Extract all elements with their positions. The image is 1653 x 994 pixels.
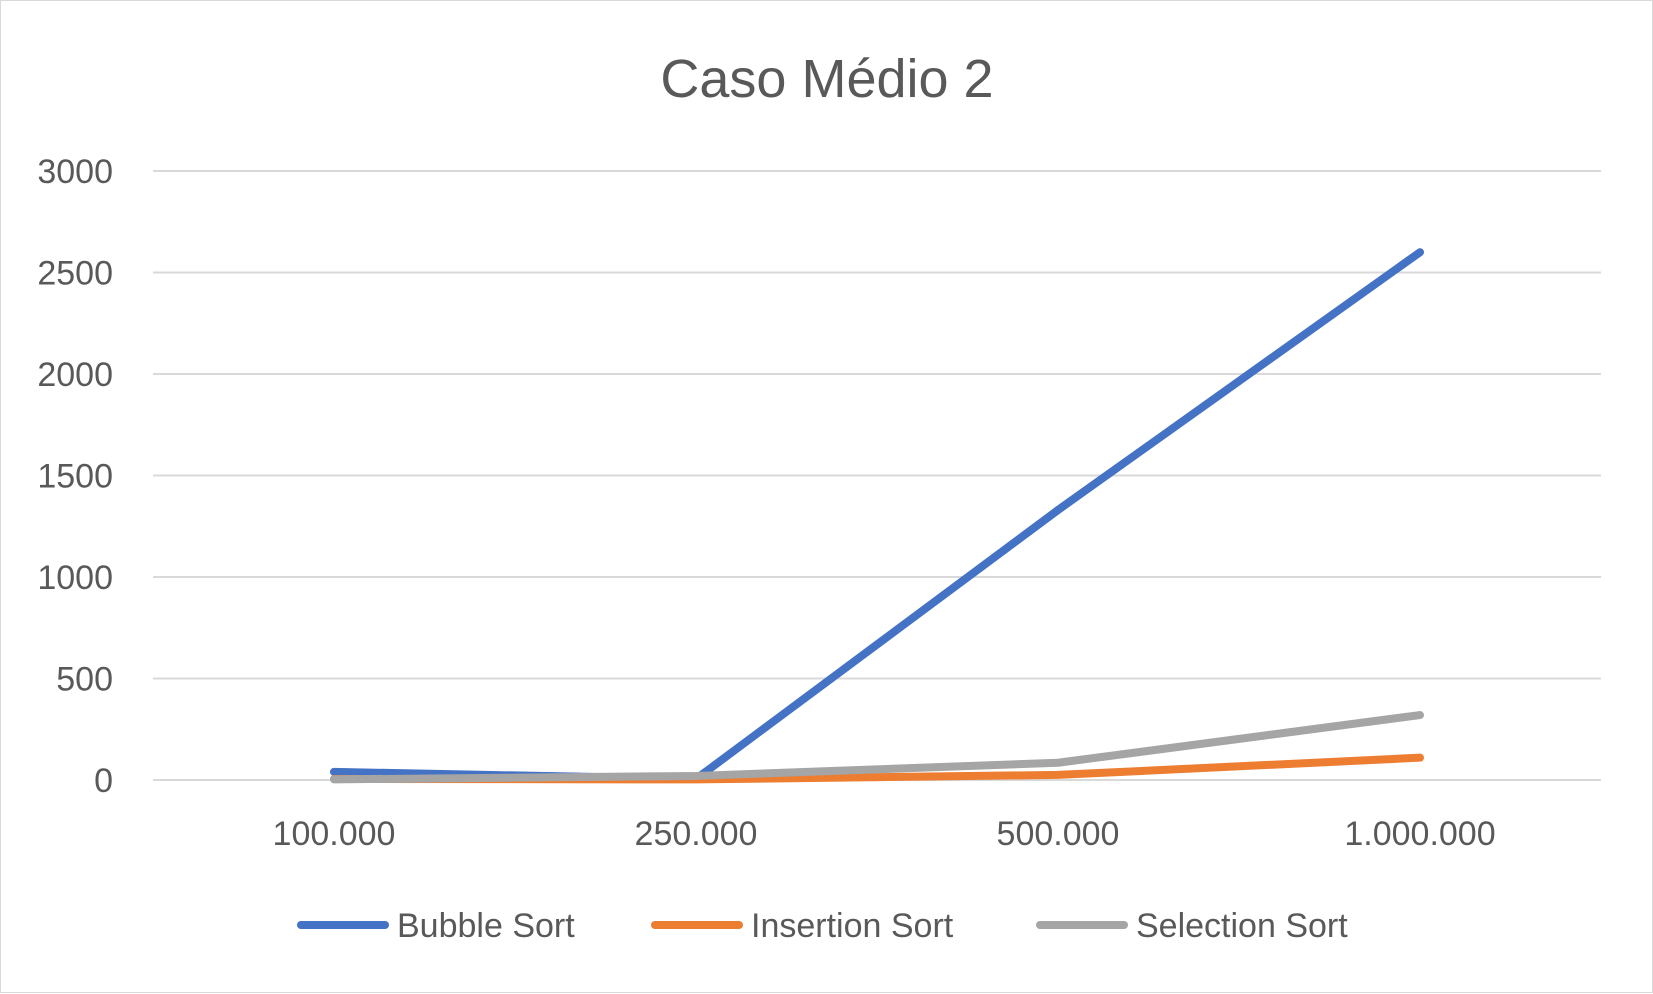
legend: Bubble Sort Insertion Sort Selection Sort [297, 907, 1348, 945]
y-tick-label: 2000 [37, 356, 113, 394]
legend-label: Bubble Sort [397, 907, 575, 945]
y-tick-label: 3000 [37, 153, 113, 191]
gridlines [153, 170, 1601, 781]
series-line-bubble-sort [330, 248, 1424, 783]
y-tick-label: 500 [56, 661, 113, 699]
y-axis-tick-labels: 0 500 1000 1500 2000 2500 3000 [37, 153, 113, 800]
legend-label: Selection Sort [1136, 907, 1348, 945]
series-lines [330, 248, 1424, 784]
x-tick-label: 250.000 [635, 815, 758, 853]
x-tick-label: 1.000.000 [1344, 815, 1495, 853]
legend-label: Insertion Sort [751, 907, 954, 945]
series-line-selection-sort [330, 711, 1424, 784]
x-tick-label: 100.000 [273, 815, 396, 853]
y-tick-label: 2500 [37, 255, 113, 293]
y-tick-label: 0 [94, 762, 113, 800]
x-axis-tick-labels: 100.000 250.000 500.000 1.000.000 [273, 815, 1496, 853]
y-tick-label: 1500 [37, 458, 113, 496]
y-tick-label: 1000 [37, 559, 113, 597]
x-tick-label: 500.000 [997, 815, 1120, 853]
chart-title: Caso Médio 2 [660, 49, 993, 109]
